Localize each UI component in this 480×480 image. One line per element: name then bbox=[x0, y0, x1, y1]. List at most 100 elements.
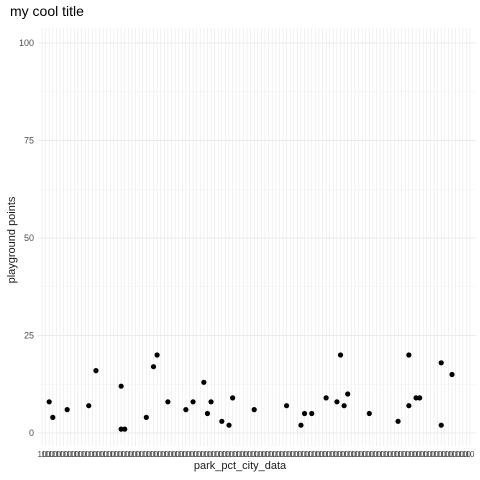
x-tick-label: 10 bbox=[307, 450, 316, 459]
x-tick-label: 10 bbox=[250, 450, 259, 459]
x-tick-label: 10 bbox=[181, 450, 190, 459]
x-tick-label: 10 bbox=[343, 450, 352, 459]
chart-title: my cool title bbox=[10, 3, 84, 19]
x-tick-label: 10 bbox=[430, 450, 439, 459]
minor-gridlines bbox=[38, 91, 476, 385]
x-tick-label: 10 bbox=[275, 450, 284, 459]
y-tick-label: 75 bbox=[24, 136, 34, 146]
x-tick-label: 10 bbox=[199, 450, 208, 459]
x-tick-label: 10 bbox=[228, 450, 237, 459]
x-tick-label: 10 bbox=[95, 450, 104, 459]
x-tick-label: 10 bbox=[221, 450, 230, 459]
x-tick-label: 10 bbox=[415, 450, 424, 459]
data-point bbox=[165, 399, 171, 405]
x-tick-label: 10 bbox=[264, 450, 273, 459]
x-tick-label: 10 bbox=[91, 450, 100, 459]
x-tick-label: 10 bbox=[293, 450, 302, 459]
x-tick-label: 10 bbox=[102, 450, 111, 459]
data-point bbox=[204, 410, 211, 417]
data-point bbox=[150, 364, 157, 370]
x-tick-label: 10 bbox=[279, 450, 288, 459]
x-tick-label: 10 bbox=[243, 450, 252, 459]
x-tick-label: 10 bbox=[268, 450, 277, 459]
x-tick-label: 10 bbox=[160, 450, 169, 459]
data-point bbox=[230, 395, 236, 401]
x-tick-label: 10 bbox=[361, 450, 370, 459]
x-tick-label: 10 bbox=[426, 450, 435, 459]
data-point bbox=[64, 407, 70, 413]
x-tick-label: 10 bbox=[163, 450, 172, 459]
x-tick-label: 10 bbox=[297, 450, 306, 459]
data-points bbox=[46, 352, 455, 432]
x-tick-label: 10 bbox=[88, 450, 97, 459]
x-tick-label: 10 bbox=[466, 450, 475, 459]
data-point bbox=[86, 403, 92, 409]
data-point bbox=[122, 426, 128, 432]
x-tick-label: 10 bbox=[189, 450, 198, 459]
x-tick-label: 10 bbox=[232, 450, 241, 459]
x-tick-label: 10 bbox=[196, 450, 205, 459]
x-tick-label: 10 bbox=[74, 450, 83, 459]
x-tick-label: 10 bbox=[77, 450, 86, 459]
x-tick-label: 10 bbox=[70, 450, 79, 459]
x-tick-label: 10 bbox=[246, 450, 255, 459]
data-point bbox=[226, 422, 232, 428]
data-point bbox=[118, 383, 124, 389]
y-tick-label: 100 bbox=[19, 38, 34, 48]
x-tick-label: 10 bbox=[451, 450, 460, 459]
x-tick-label: 10 bbox=[192, 450, 201, 459]
x-tick-label: 10 bbox=[235, 450, 244, 459]
x-tick-label: 10 bbox=[81, 450, 90, 459]
x-tick-label: 10 bbox=[412, 450, 421, 459]
y-axis-title: playground points bbox=[6, 196, 18, 284]
x-tick-label: 10 bbox=[174, 450, 183, 459]
x-tick-label: 10 bbox=[300, 450, 309, 459]
x-tick-label: 10 bbox=[142, 450, 151, 459]
data-point bbox=[143, 414, 149, 420]
y-tick-label: 50 bbox=[24, 233, 34, 243]
y-tick-label: 0 bbox=[29, 428, 34, 438]
x-tick-label: 10 bbox=[365, 450, 374, 459]
data-point bbox=[438, 360, 444, 366]
x-tick-label: 10 bbox=[336, 450, 345, 459]
x-tick-label: 10 bbox=[124, 450, 133, 459]
data-point bbox=[366, 410, 372, 417]
x-tick-label: 10 bbox=[433, 450, 442, 459]
x-tick-label: 10 bbox=[289, 450, 298, 459]
x-tick-label: 10 bbox=[314, 450, 323, 459]
data-point bbox=[251, 407, 257, 413]
x-tick-label: 10 bbox=[394, 450, 403, 459]
x-tick-label: 10 bbox=[332, 450, 341, 459]
data-point bbox=[334, 399, 340, 405]
x-tick-label: 10 bbox=[401, 450, 410, 459]
data-point bbox=[417, 395, 423, 401]
data-point bbox=[406, 352, 412, 358]
x-tick-label: 10 bbox=[368, 450, 377, 459]
data-point bbox=[345, 391, 351, 397]
x-tick-label: 10 bbox=[66, 450, 75, 459]
x-tick-label: 10 bbox=[156, 450, 165, 459]
x-tick-label: 10 bbox=[422, 450, 431, 459]
y-axis-ticks: 0 25 50 75 100 bbox=[19, 38, 34, 438]
x-tick-label: 10 bbox=[153, 450, 162, 459]
x-tick-label: 10 bbox=[167, 450, 176, 459]
x-tick-label: 10 bbox=[261, 450, 270, 459]
x-axis-title: park_pct_city_data bbox=[193, 460, 287, 472]
x-tick-label: 10 bbox=[106, 450, 115, 459]
x-tick-label: 10 bbox=[203, 450, 212, 459]
x-tick-label: 10 bbox=[185, 450, 194, 459]
x-tick-label: 10 bbox=[304, 450, 313, 459]
x-tick-label: 10 bbox=[84, 450, 93, 459]
x-tick-label: 10 bbox=[257, 450, 266, 459]
x-tick-label: 10 bbox=[131, 450, 140, 459]
x-tick-label: 10 bbox=[145, 450, 154, 459]
data-point bbox=[283, 403, 290, 409]
data-point bbox=[201, 379, 207, 385]
x-tick-label: 10 bbox=[325, 450, 334, 459]
x-tick-label: 10 bbox=[48, 450, 57, 459]
x-tick-label: 10 bbox=[109, 450, 118, 459]
x-tick-label: 10 bbox=[214, 450, 223, 459]
x-tick-label: 10 bbox=[99, 450, 108, 459]
data-point bbox=[219, 418, 225, 424]
x-tick-label: 10 bbox=[271, 450, 280, 459]
